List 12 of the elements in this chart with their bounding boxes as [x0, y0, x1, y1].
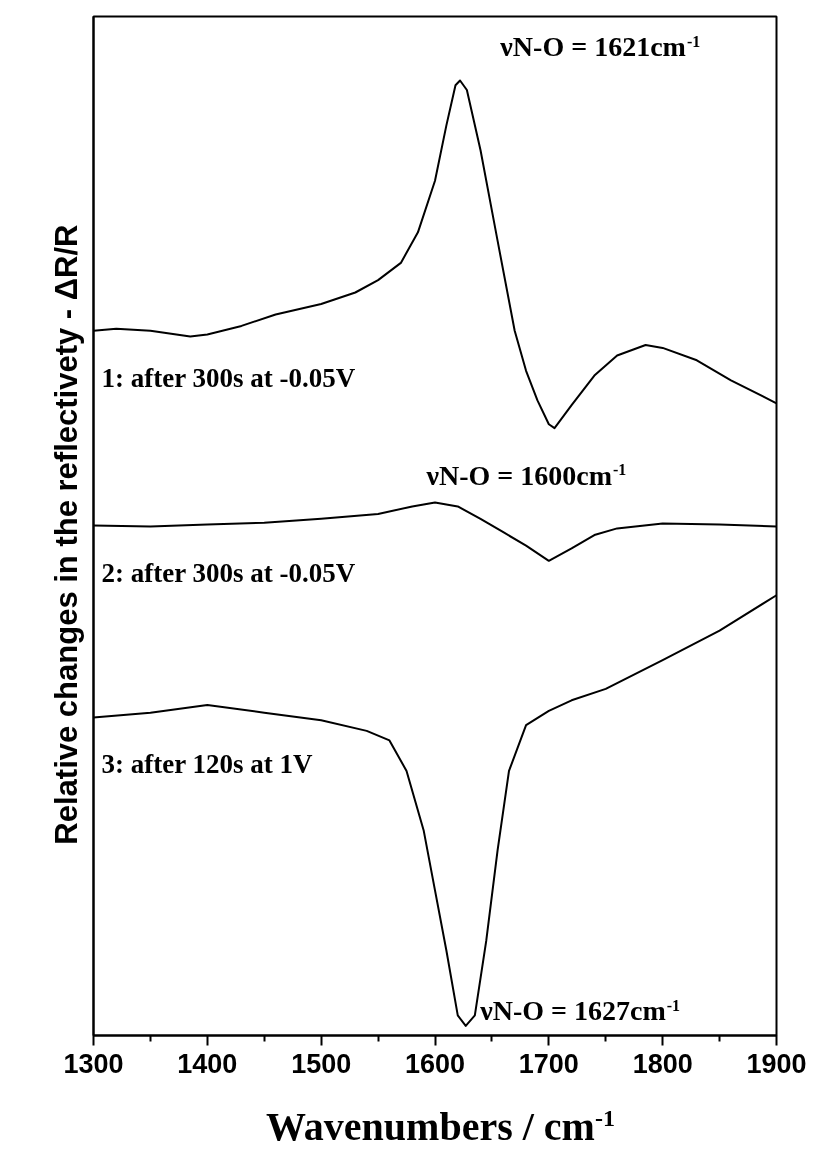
y-axis-title: Relative changes in the reflectivety - ΔR/R: [48, 224, 84, 845]
series-label: 2: after 300s at -0.05V: [101, 557, 356, 588]
x-tick-label: 1500: [291, 1048, 352, 1079]
x-axis-title: Wavenumbers / cm$^{-1}$: [266, 1103, 615, 1152]
x-tick-label: 1700: [518, 1048, 579, 1079]
x-tick-label: 1900: [746, 1048, 807, 1079]
x-tick-label: 1600: [404, 1048, 466, 1079]
series-label: 3: after 120s at 1V: [101, 749, 313, 780]
series-label: 1: after 300s at -0.05V: [101, 362, 356, 393]
x-tick-label: 1800: [632, 1048, 693, 1079]
x-tick-label: 1400: [177, 1048, 238, 1079]
x-tick-label: 1300: [63, 1048, 124, 1079]
